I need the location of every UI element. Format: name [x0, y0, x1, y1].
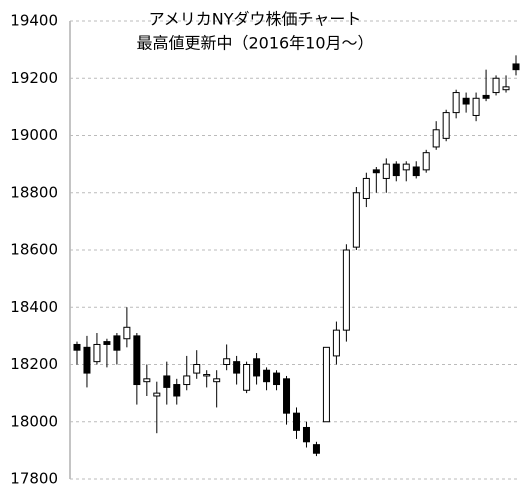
- y-tick-label: 18600: [10, 241, 58, 259]
- y-tick-label: 18200: [10, 355, 58, 373]
- candle-body: [103, 341, 111, 345]
- candle-body: [472, 97, 480, 116]
- candle-body: [273, 372, 281, 386]
- candle-body: [213, 378, 221, 383]
- candle-body: [292, 412, 300, 431]
- candle-body: [312, 444, 320, 454]
- candle-body: [173, 384, 181, 397]
- y-tick-label: 19200: [10, 69, 58, 87]
- candle-body: [113, 335, 121, 351]
- candle-body: [322, 346, 330, 423]
- y-tick-label: 18800: [10, 183, 58, 201]
- candle-body: [193, 364, 201, 374]
- candle-body: [123, 326, 131, 340]
- candle-body: [203, 374, 211, 377]
- candle-body: [263, 369, 271, 383]
- candle-body: [442, 112, 450, 139]
- candle-body: [233, 361, 241, 374]
- candle-body: [143, 378, 151, 383]
- candle-body: [243, 364, 251, 391]
- chart-subtitle: 最高値更新中（2016年10月～）: [136, 34, 373, 53]
- candle-body: [183, 375, 191, 386]
- candle-body: [482, 94, 490, 99]
- candle-body: [402, 163, 410, 171]
- candle-body: [462, 97, 470, 105]
- candle-body: [492, 77, 500, 94]
- candle-body: [133, 335, 141, 386]
- candle-body: [153, 392, 161, 397]
- candle-body: [392, 163, 400, 177]
- chart-title: アメリカNYダウ株価チャート: [149, 10, 362, 29]
- candle-body: [372, 169, 380, 174]
- candle-body: [283, 378, 291, 414]
- y-tick-label: 18000: [10, 412, 58, 430]
- candle-body: [93, 343, 101, 363]
- candle-body: [502, 86, 510, 91]
- candle-body: [512, 63, 520, 71]
- candle-body: [73, 343, 81, 351]
- y-tick-label: 17800: [10, 470, 58, 488]
- candle-body: [83, 346, 91, 374]
- y-tick-label: 18400: [10, 298, 58, 316]
- candle-body: [452, 92, 460, 114]
- y-tick-label: 19000: [10, 126, 58, 144]
- candle-body: [302, 426, 310, 443]
- candle-body: [422, 152, 430, 171]
- candle-body: [352, 192, 360, 248]
- y-tick-label: 19400: [10, 12, 58, 30]
- candle-body: [412, 166, 420, 177]
- candle-body: [332, 329, 340, 357]
- candle-body: [432, 129, 440, 148]
- candle-body: [362, 177, 370, 199]
- candle-body: [163, 375, 171, 388]
- candle-body: [253, 358, 261, 377]
- candle-body: [223, 358, 231, 365]
- candle-body: [382, 163, 390, 179]
- candle-body: [342, 249, 350, 331]
